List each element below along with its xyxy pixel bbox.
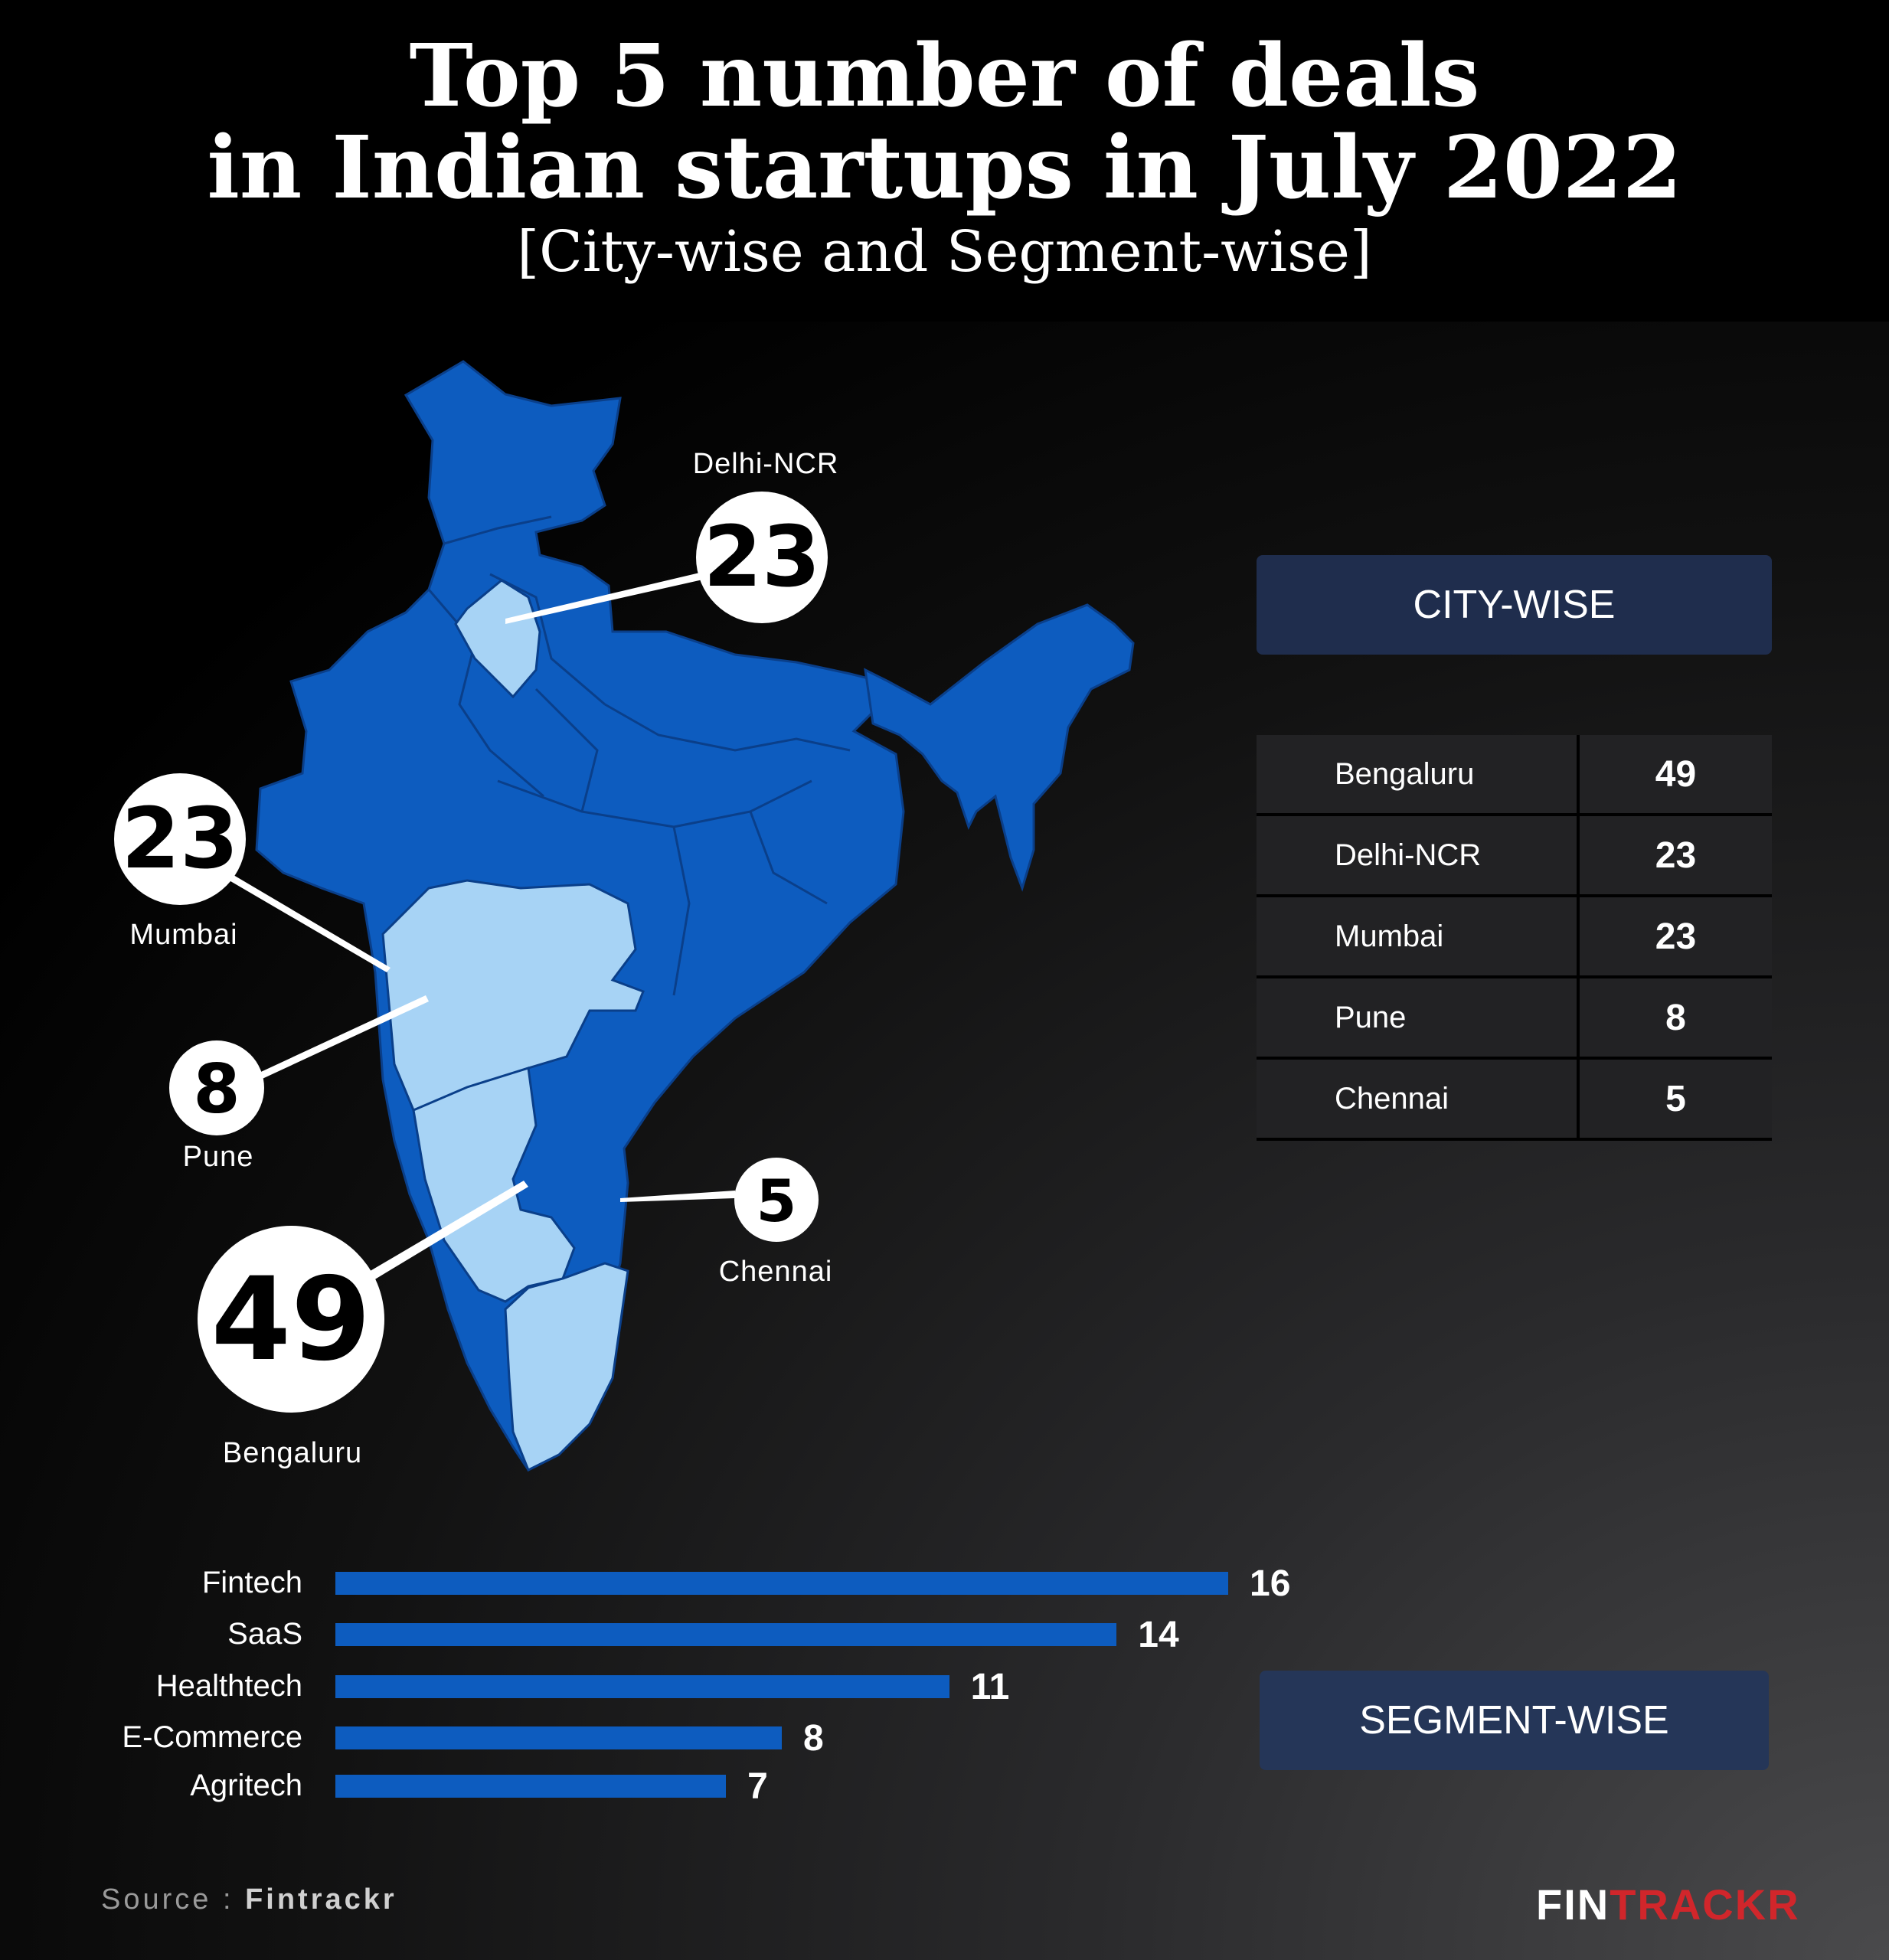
segment-value: 14: [1138, 1615, 1179, 1655]
city-name: Bengaluru: [1257, 735, 1578, 816]
tamil-nadu-region: [504, 1262, 629, 1472]
city-wise-title: CITY-WISE: [1257, 555, 1772, 655]
india-map: 23 23 8 5 49: [114, 360, 1135, 1472]
segment-wise-title: SEGMENT-WISE: [1260, 1671, 1769, 1770]
logo-part-2: TRACKR: [1610, 1880, 1800, 1929]
city-deals: 8: [1576, 977, 1772, 1060]
label-chennai: Chennai: [718, 1256, 833, 1288]
callout-lines: [227, 569, 735, 1282]
callout-chennai-value: 5: [757, 1167, 797, 1235]
india-northeast: [864, 603, 1135, 892]
source-credit: Source : Fintrackr: [101, 1883, 397, 1916]
label-bengaluru: Bengaluru: [222, 1437, 363, 1469]
segment-bar: [335, 1675, 949, 1698]
source-prefix: Source :: [101, 1883, 246, 1916]
callout-mumbai-circle: [114, 773, 246, 905]
callout-pune: 8: [169, 1040, 264, 1135]
segment-label: SaaS: [227, 1617, 302, 1651]
city-row: Mumbai 23: [1257, 896, 1772, 978]
label-pune: Pune: [182, 1141, 254, 1173]
city-name: Delhi-NCR: [1257, 815, 1578, 897]
city-name: Pune: [1257, 977, 1578, 1060]
segment-value: 11: [970, 1667, 1010, 1707]
line-mumbai: [227, 873, 391, 972]
label-mumbai: Mumbai: [129, 919, 238, 951]
segment-label: Healthtech: [155, 1669, 302, 1703]
segment-bar: [335, 1572, 1228, 1595]
logo-part-1: FIN: [1536, 1880, 1610, 1929]
title-line-1: Top 5 number of deals: [409, 26, 1480, 126]
delhi-region: [454, 579, 541, 699]
karnataka-region: [412, 1067, 576, 1303]
source-name: Fintrackr: [245, 1883, 397, 1916]
city-row: Chennai 5: [1257, 1058, 1772, 1141]
callout-chennai: 5: [734, 1158, 819, 1242]
segment-value: 8: [803, 1718, 824, 1759]
callout-mumbai-value: 23: [121, 789, 238, 887]
city-name: Chennai: [1257, 1058, 1578, 1141]
city-deals: 49: [1576, 735, 1772, 816]
callout-pune-circle: [169, 1040, 264, 1135]
callout-mumbai: 23: [114, 773, 246, 905]
segment-value: 16: [1250, 1563, 1291, 1604]
city-deals: 23: [1576, 896, 1772, 978]
line-chennai: [620, 1191, 735, 1202]
callout-bengaluru: 49: [198, 1226, 384, 1413]
city-row: Delhi-NCR 23: [1257, 815, 1772, 897]
line-delhi: [505, 569, 720, 624]
fintrackr-logo: FINTRACKR: [1536, 1880, 1800, 1929]
callout-bengaluru-circle: [198, 1226, 384, 1413]
segment-label: Fintech: [201, 1566, 302, 1599]
callout-pune-value: 8: [193, 1050, 240, 1129]
segment-label: E-Commerce: [122, 1720, 302, 1754]
callout-chennai-circle: [734, 1158, 819, 1242]
city-name: Mumbai: [1257, 896, 1578, 978]
title-line-2: in Indian startups in July 2022: [207, 118, 1682, 218]
label-delhi: Delhi-NCR: [692, 448, 839, 480]
city-deals: 5: [1576, 1058, 1772, 1141]
callout-delhi-circle: [696, 492, 828, 623]
segment-value: 7: [747, 1766, 768, 1807]
city-row: Bengaluru 49: [1257, 735, 1772, 816]
segment-bar: [335, 1623, 1117, 1646]
segment-bar: [335, 1775, 727, 1798]
segment-bar: [335, 1726, 782, 1749]
city-wise-table-body: Bengaluru 49 Delhi-NCR 23 Mumbai 23 Pune 8 Chenn…: [1257, 735, 1772, 1141]
callout-delhi-value: 23: [703, 508, 820, 606]
line-bengaluru: [364, 1181, 528, 1282]
callout-bengaluru-value: 49: [211, 1253, 371, 1387]
line-pune: [253, 995, 429, 1082]
city-row: Pune 8: [1257, 977, 1772, 1060]
callout-delhi: 23: [696, 492, 828, 623]
city-wise-table: Bengaluru 49 Delhi-NCR 23 Mumbai 23 Pune 8 Chenn…: [1257, 735, 1772, 1141]
header: Top 5 number of deals in Indian startups…: [0, 0, 1889, 322]
segment-label: Agritech: [190, 1769, 302, 1802]
city-deals: 23: [1576, 815, 1772, 897]
subtitle: [City-wise and Segment-wise]: [517, 219, 1372, 285]
